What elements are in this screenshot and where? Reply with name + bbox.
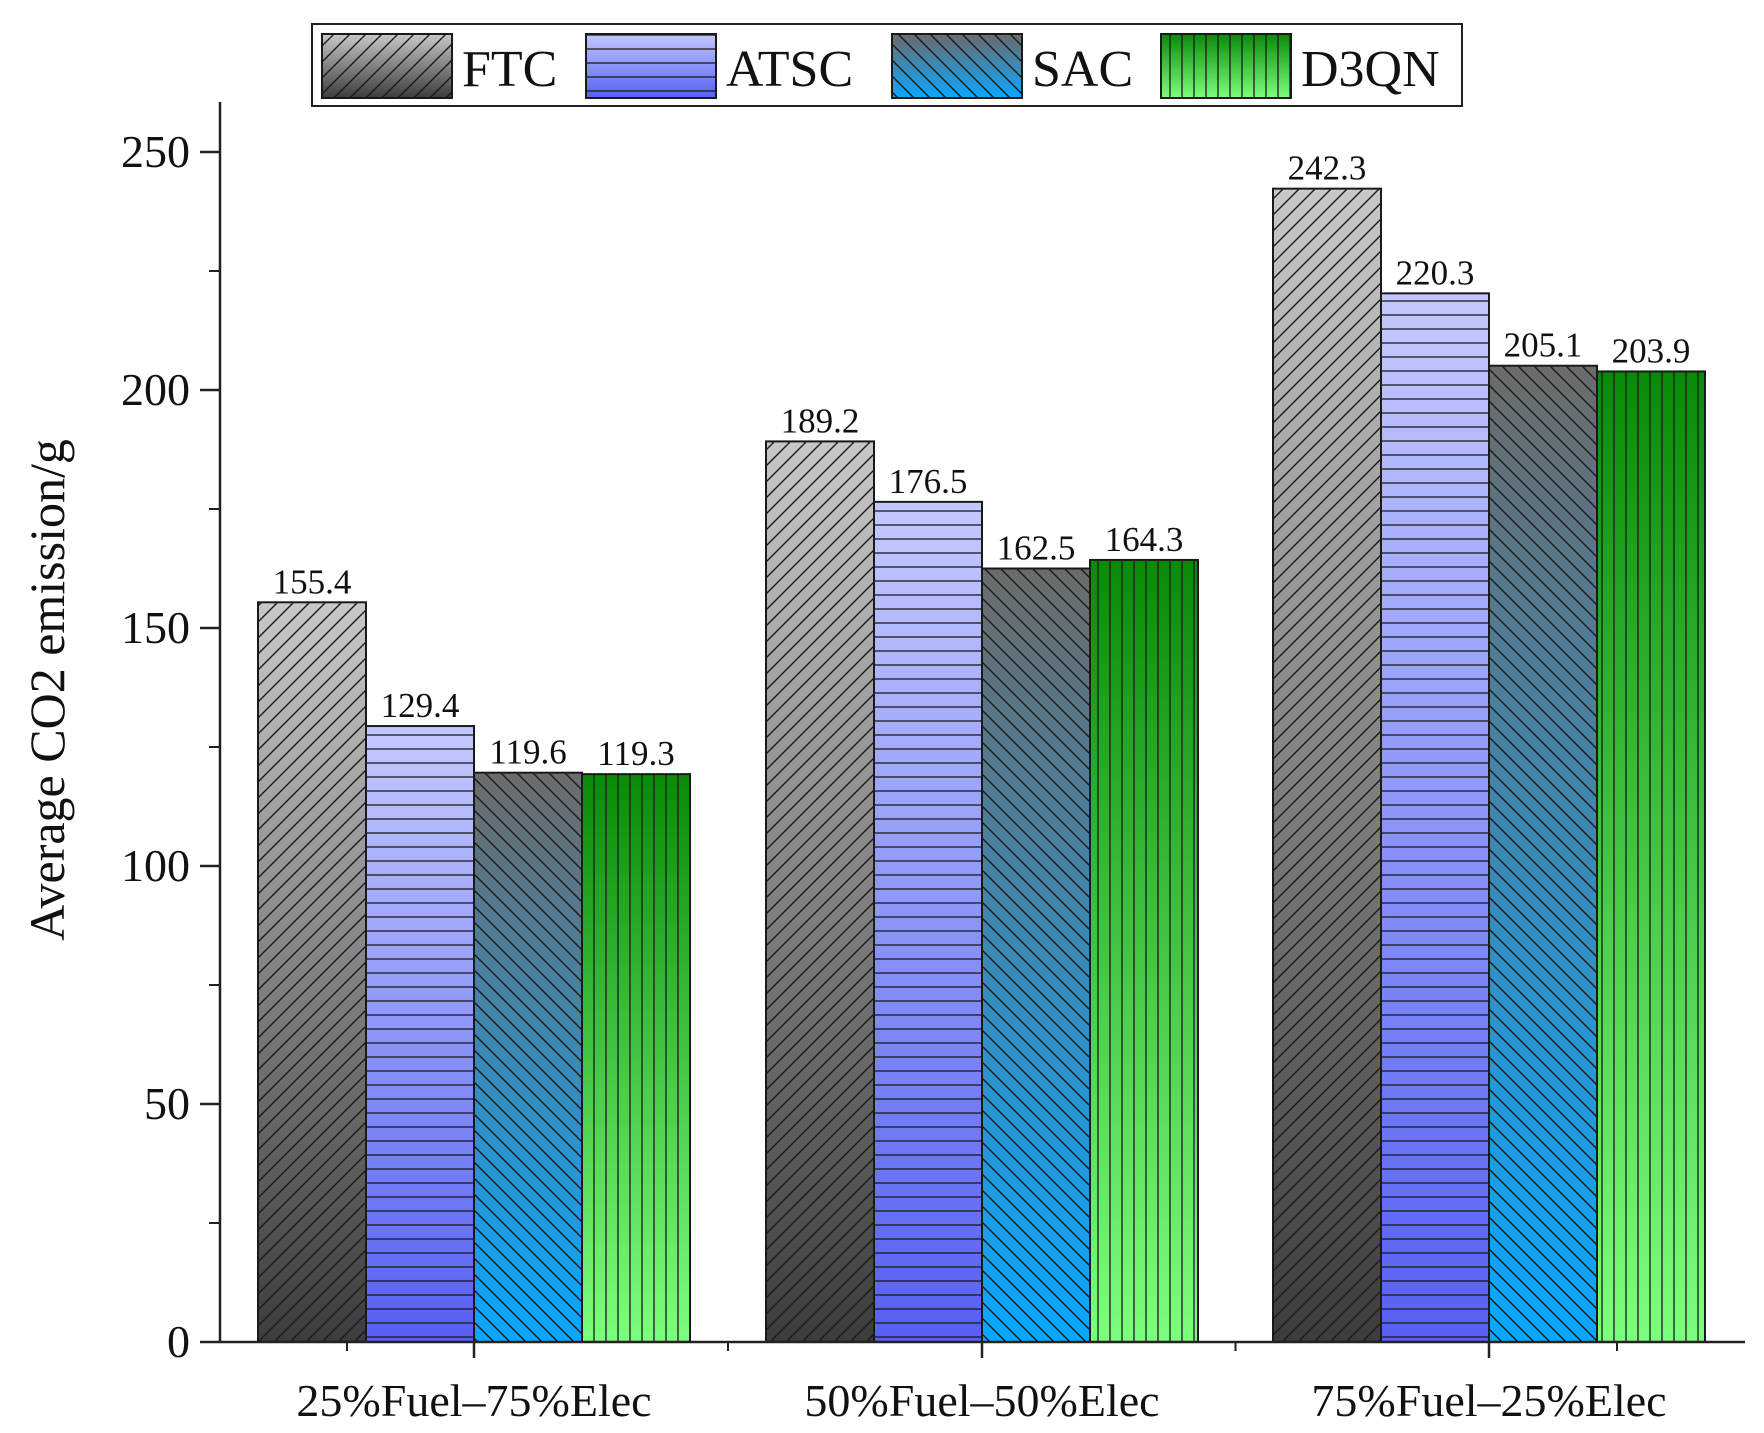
bar-atsc-2 [1380,292,1490,1344]
data-label: 119.3 [597,734,674,773]
legend-label: ATSC [726,41,853,98]
legend-label: SAC [1032,41,1133,98]
bar-ftc-1 [765,440,875,1343]
bar-ftc-0 [257,601,367,1343]
legend-item-d3qn: D3QN [1160,33,1440,99]
bar-sac-0 [473,771,583,1343]
data-label: 205.1 [1504,326,1583,365]
bar-d3qn-2 [1596,370,1706,1344]
bar-sac-1 [981,567,1091,1343]
data-label: 203.9 [1612,331,1691,370]
legend-label: FTC [462,41,557,98]
data-label: 129.4 [381,686,460,725]
bar-d3qn-0 [581,773,691,1343]
data-label: 242.3 [1288,149,1367,188]
y-tick-label: 50 [144,1078,190,1129]
legend-item-atsc: ATSC [585,33,853,99]
legend-item-ftc: FTC [321,33,557,99]
bar-d3qn-1 [1089,558,1199,1343]
y-tick-label: 0 [167,1316,190,1367]
legend-swatch [585,33,717,99]
y-tick-label: 200 [121,364,190,415]
legend-swatch [891,33,1023,99]
x-ticks: 25%Fuel–75%Elec 50%Fuel–50%Elec 75%Fuel–25… [296,1342,1667,1426]
data-label: 155.4 [273,562,352,601]
y-tick-label: 100 [121,840,190,891]
data-label: 176.5 [889,462,968,501]
data-label: 189.2 [781,401,860,440]
data-label: 119.6 [489,733,566,772]
data-label: 220.3 [1396,253,1475,292]
legend-item-sac: SAC [891,33,1133,99]
x-tick-label: 50%Fuel–50%Elec [804,1375,1159,1426]
bar-ftc-2 [1272,187,1382,1344]
y-tick-label: 150 [121,602,190,653]
legend-label: D3QN [1301,41,1440,98]
legend-swatch [321,33,453,99]
legend: FTC ATSC SAC D3QN [311,23,1463,107]
bars [257,187,1706,1344]
data-label: 162.5 [997,529,1076,568]
data-labels: 155.4 189.2 242.3 129.4 176.5 220.3 119.6 162.5… [273,149,1691,773]
y-tick-label: 250 [121,126,190,177]
y-ticks: 0 50 100 150 200 250 [121,126,220,1367]
bar-atsc-1 [873,500,983,1343]
x-tick-label: 25%Fuel–75%Elec [296,1375,651,1426]
bar-atsc-0 [365,725,475,1343]
bar-sac-2 [1488,364,1598,1343]
legend-swatch [1160,33,1292,99]
x-tick-label: 75%Fuel–25%Elec [1311,1375,1666,1426]
data-label: 164.3 [1105,520,1184,559]
y-axis-title: Average CO2 emission/g [19,439,75,941]
